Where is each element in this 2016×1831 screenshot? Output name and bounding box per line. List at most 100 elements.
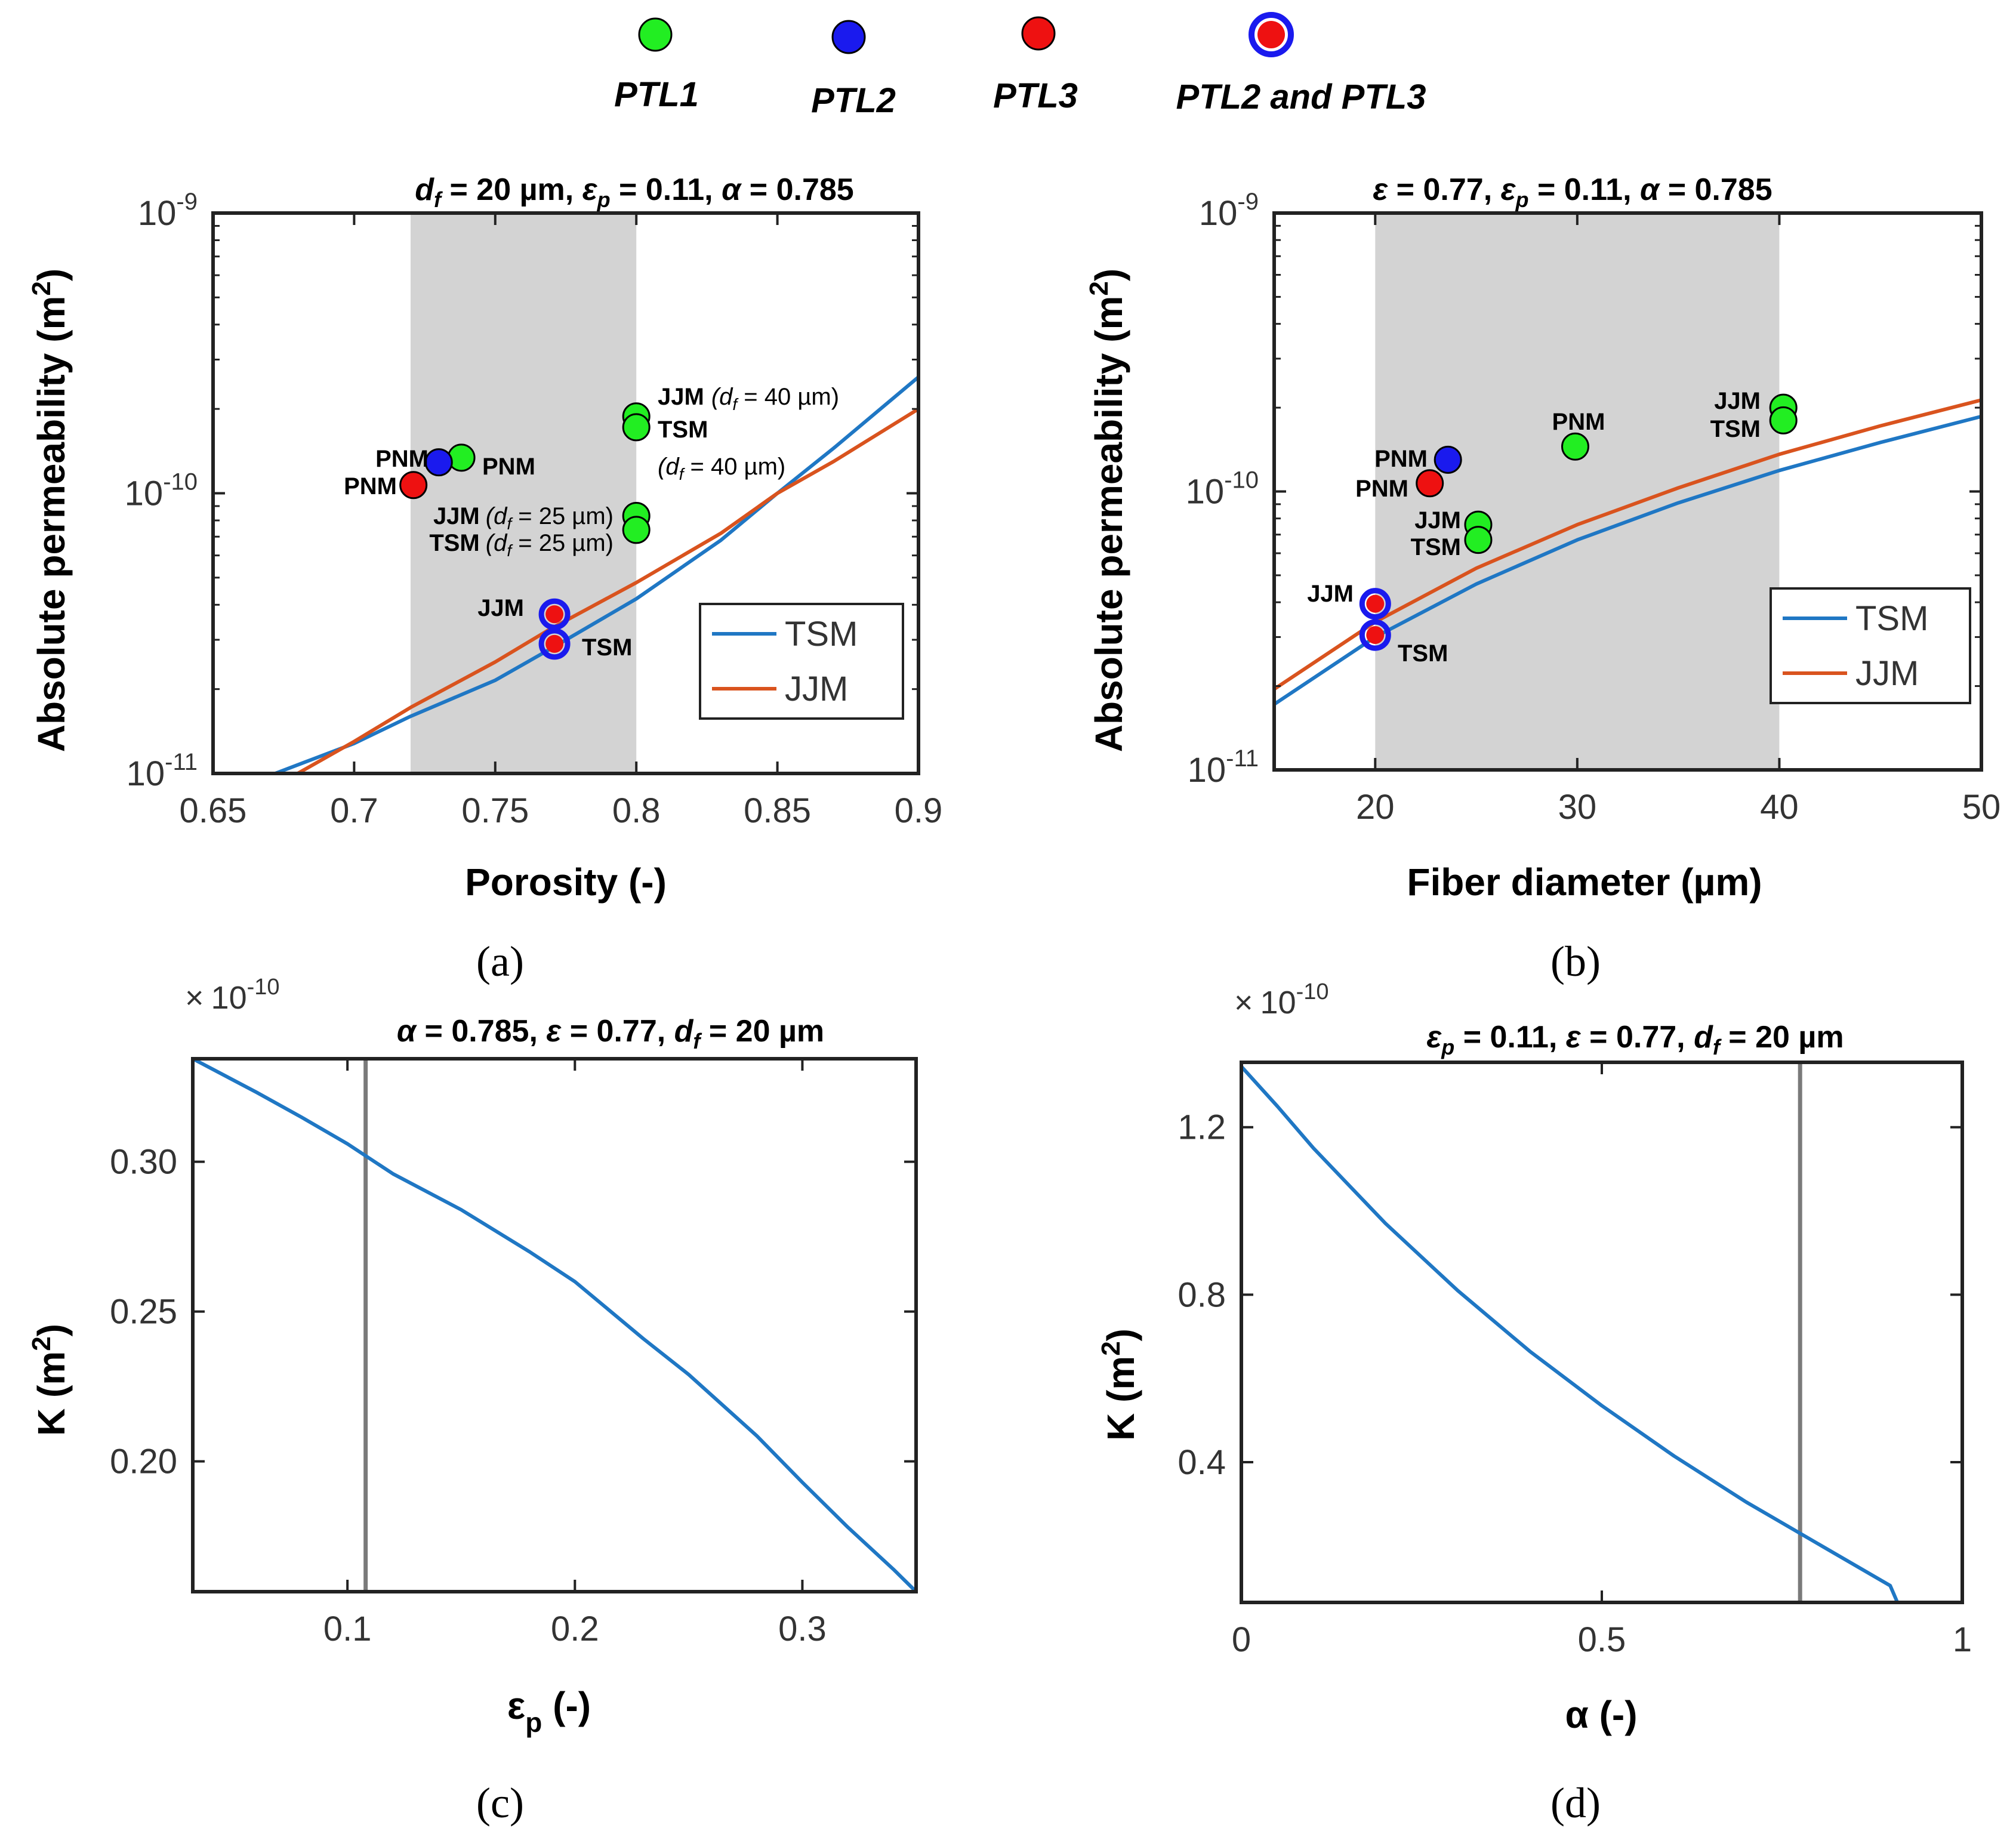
y-tick-label: 0.30 [110, 1143, 177, 1182]
legend-label-jjm: JJM [1855, 654, 1919, 693]
series-line-k [1241, 1065, 1900, 1602]
legend-marker-ptl1 [638, 17, 673, 52]
series-line-k [193, 1059, 916, 1592]
x-tick-label: 0 [1232, 1620, 1251, 1659]
data-marker [1416, 469, 1444, 498]
series-line-tsm [274, 375, 918, 773]
legend-ring-ptl2-ptl3 [1249, 12, 1294, 57]
chart-b: ε = 0.77, εp = 0.11, α = 0.785 20 30 40 50 1… [1084, 172, 2000, 985]
chart-a-xlabel: Porosity (-) [465, 861, 667, 904]
x-tick-label: 50 [1962, 788, 2001, 827]
chart-a-title: df = 20 µm, εp = 0.11, α = 0.785 [415, 172, 853, 212]
series-line-jjm [1274, 398, 1981, 691]
annotation-tsm-ptl: TSM [582, 634, 632, 661]
chart-a-ylabel: Absolute permeability (m2) [27, 269, 73, 752]
y-tick-label: 0.8 [1177, 1275, 1226, 1314]
legend-label-ptl3: PTL3 [993, 76, 1078, 115]
marker-group [399, 402, 651, 660]
legend-box [699, 603, 904, 720]
data-marker [1769, 406, 1798, 434]
chart-b-ylabel: Absolute permeability (m2) [1084, 269, 1130, 752]
series-group [1274, 398, 1981, 706]
y-tick-label: 10-10 [1186, 467, 1259, 511]
chart-c: × 10-10 α = 0.785, ε = 0.77, df = 20 µm 0… [27, 975, 918, 1827]
annotation-jjm-25: JJM (df = 25 µm) [433, 503, 614, 533]
chart-c-plot: 0.1 0.2 0.3 0.20 0.25 0.30 [110, 1057, 918, 1648]
annotation-jjm-25: JJM [1414, 507, 1461, 534]
data-marker [1464, 526, 1493, 554]
y-tick-label: 10-11 [1188, 745, 1259, 790]
legend-item-ptl1: PTL1 [614, 17, 699, 114]
chart-b-title: ε = 0.77, εp = 0.11, α = 0.785 [1373, 172, 1772, 212]
x-tick-label: 0.8 [612, 791, 661, 830]
data-marker [424, 448, 453, 477]
series-group [274, 375, 918, 773]
chart-a: df = 20 µm, εp = 0.11, α = 0.785 0.65 0.7… [27, 172, 942, 985]
annotation-tsm-25: TSM (df = 25 µm) [429, 530, 614, 560]
annotation-pnm-red: PNM [1355, 476, 1408, 502]
y-tick-label: 0.25 [110, 1293, 177, 1331]
x-tick-label: 0.9 [895, 791, 943, 830]
marker-group [1359, 393, 1798, 651]
x-tick-label: 0.65 [180, 791, 247, 830]
chart-b-xlabel: Fiber diameter (µm) [1407, 861, 1762, 904]
x-tick-label: 0.7 [330, 791, 378, 830]
panel-letter-b: (b) [1550, 938, 1601, 985]
legend-label-tsm: TSM [1855, 599, 1928, 638]
chart-c-title: α = 0.785, ε = 0.77, df = 20 µm [397, 1014, 824, 1053]
series-line-tsm [1274, 414, 1981, 706]
marker-ring [1359, 588, 1391, 620]
data-marker [447, 443, 476, 472]
legend-label-ptl1: PTL1 [614, 75, 699, 114]
chart-d-title: εp = 0.11, ε = 0.77, df = 20 µm [1426, 1020, 1844, 1059]
annotation-pnm-blue: PNM [375, 446, 429, 472]
panel-letter-c: (c) [476, 1779, 524, 1827]
annotation-tsm-ptl: TSM [1398, 640, 1448, 667]
panel-letter-a: (a) [476, 938, 524, 985]
legend-item-ptl3: PTL3 [993, 16, 1078, 115]
marker-ring [538, 628, 571, 660]
x-tick-label: 0.1 [323, 1610, 372, 1648]
chart-d-plot: 0 0.5 1 0.4 0.8 1.2 [1177, 1061, 1972, 1659]
series-line-jjm [297, 407, 918, 773]
data-marker [1561, 432, 1589, 461]
annotation-jjm-40: JJM [1714, 388, 1761, 414]
legend-item-ptl2: PTL2 [811, 20, 896, 120]
y-tick-label: 0.4 [1177, 1443, 1226, 1482]
y-tick-label: 10-9 [138, 189, 198, 233]
series-legend: TSM JJM [1770, 587, 1971, 704]
y-tick-label: 1.2 [1177, 1108, 1226, 1147]
x-tick-label: 0.75 [461, 791, 529, 830]
chart-c-multiplier: × 10-10 [185, 975, 280, 1016]
annotation-tsm-25: TSM [1411, 534, 1461, 560]
chart-d-xlabel: α (-) [1565, 1693, 1637, 1736]
chart-a-plot: 0.65 0.7 0.75 0.8 0.85 0.9 10-11 10-10 10-9 TSM JJ… [125, 189, 943, 830]
chart-d: × 10-10 εp = 0.11, ε = 0.77, df = 20 µm 0… [1096, 979, 1972, 1827]
marker-legend: PTL1 PTL2 PTL3 PTL2 and PTL3 [614, 12, 1426, 120]
chart-d-ylabel: K (m2) [1096, 1328, 1142, 1441]
annotation-jjm-ptl: JJM [477, 595, 524, 621]
legend-label-tsm: TSM [785, 615, 858, 654]
data-marker [622, 413, 651, 442]
x-tick-label: 20 [1356, 788, 1395, 827]
annotation-tsm-40: TSM [658, 417, 708, 443]
shaded-range [410, 213, 637, 773]
annotation-pnm-green: PNM [482, 454, 535, 480]
x-tick-label: 0.85 [744, 791, 811, 830]
series-legend: TSM JJM [699, 603, 904, 720]
data-marker [545, 605, 564, 624]
chart-a-annotations: PNM PNM PNM JJM (df = 40 µm) TSM (df = 40… [344, 384, 839, 661]
legend-box [1770, 587, 1971, 704]
x-tick-label: 0.2 [551, 1610, 599, 1648]
legend-label-ptl2-ptl3: PTL2 and PTL3 [1176, 78, 1426, 116]
axes-frame [1240, 1061, 1964, 1604]
legend-label-jjm: JJM [785, 670, 848, 708]
x-tick-label: 0.3 [778, 1610, 827, 1648]
x-tick-label: 1 [1953, 1620, 1972, 1659]
series-group [193, 1059, 916, 1592]
panel-letter-d: (d) [1550, 1779, 1601, 1827]
annotation-jjm-ptl: JJM [1307, 581, 1354, 607]
data-marker [622, 516, 651, 544]
data-marker [1434, 445, 1462, 474]
